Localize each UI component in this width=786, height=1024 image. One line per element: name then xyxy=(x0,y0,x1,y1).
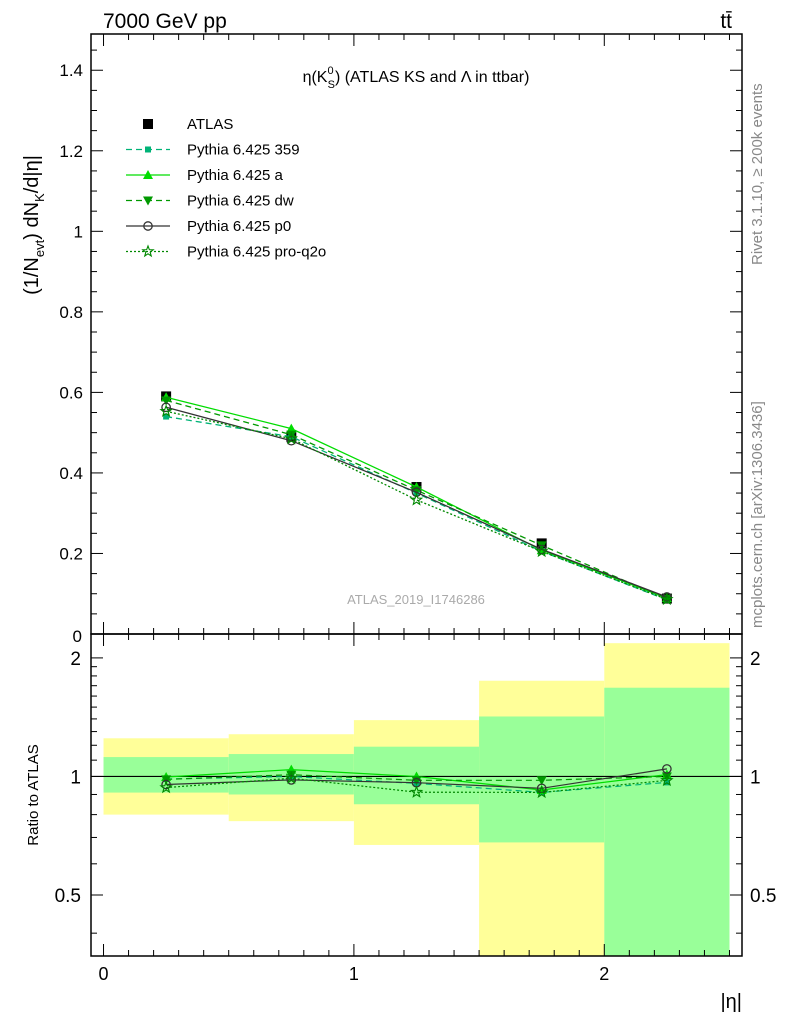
ratio-point-4-1 xyxy=(284,771,299,784)
legend-marker-0 xyxy=(143,119,153,129)
main-point-5-4 xyxy=(660,592,674,606)
main-point-5-2 xyxy=(409,492,424,506)
ratio-point-2-3 xyxy=(536,776,547,786)
ratio-point-4-2 xyxy=(409,785,424,798)
ratio-line-3 xyxy=(166,768,667,789)
legend-marker-5 xyxy=(141,244,155,258)
legend-entry-4: Pythia 6.425 p0 xyxy=(126,218,291,235)
analysis-label: ATLAS_2019_I1746286 xyxy=(347,592,485,607)
main-ylabel: (1/Nevt) dNK/d|η| xyxy=(21,155,47,295)
main-point-5-1 xyxy=(284,431,299,445)
mcplots-label: mcplots.cern.ch [arXiv:1306.3436] xyxy=(749,401,766,628)
legend-entry-5: Pythia 6.425 pro-q2o xyxy=(126,244,326,261)
legend-entry-2: Pythia 6.425 a xyxy=(126,167,284,184)
main-line-5 xyxy=(165,410,668,601)
legend-label-3: Pythia 6.425 dw xyxy=(187,193,294,210)
main-ytick-label-0: 0.2 xyxy=(59,544,83,563)
xtick-label-1: 1 xyxy=(349,964,359,984)
ratio-ytick-label-2: 2 xyxy=(70,649,81,670)
main-point-3-1 xyxy=(286,430,297,440)
plot-title: η(K0 S) (ATLAS KS and Λ in ttbar) xyxy=(303,65,530,91)
ratio-point-4-3 xyxy=(534,785,549,799)
stat-band-4 xyxy=(604,687,730,956)
process-label: tt̄ xyxy=(720,10,732,33)
main-point-2-1 xyxy=(286,423,297,433)
ratio-ytick-label-right-2: 2 xyxy=(750,649,761,670)
ratio-series-3 xyxy=(161,764,672,794)
legend-label-2: Pythia 6.425 a xyxy=(187,167,284,184)
ratio-ytick-label-right-0: 0.5 xyxy=(750,886,776,907)
legend-entry-0: ATLAS xyxy=(143,116,233,133)
legend-label-4: Pythia 6.425 p0 xyxy=(187,218,291,235)
main-point-5-3 xyxy=(534,544,549,558)
legend-marker-4 xyxy=(143,221,153,231)
legend-label-1: Pythia 6.425 359 xyxy=(187,142,300,159)
main-ytick-label-3: 0.8 xyxy=(59,303,83,322)
legend-entry-1: Pythia 6.425 359 xyxy=(126,142,300,159)
main-point-1-0 xyxy=(163,413,170,420)
ratio-ytick-label-0: 0.5 xyxy=(55,886,81,907)
ratio-point-3-1 xyxy=(286,775,297,785)
main-series-1 xyxy=(163,413,670,603)
main-series-5 xyxy=(159,404,674,606)
legend-label-0: ATLAS xyxy=(187,116,233,133)
ratio-ytick-label-1: 1 xyxy=(70,767,81,788)
ratio-series-4 xyxy=(159,771,674,799)
main-ytick-label-4: 1 xyxy=(74,222,83,241)
legend-marker-1 xyxy=(145,146,151,153)
main-point-3-0 xyxy=(161,396,172,406)
ratio-point-4-4 xyxy=(660,773,674,787)
energy-label: 7000 GeV pp xyxy=(103,10,227,33)
ratio-point-2-4 xyxy=(661,772,672,782)
ratio-point-4-0 xyxy=(159,780,173,794)
ratio-ylabel: Ratio to ATLAS xyxy=(25,744,42,845)
legend-entry-3: Pythia 6.425 dw xyxy=(126,193,294,210)
ratio-plot-frame xyxy=(90,633,743,957)
main-point-5-0 xyxy=(159,404,173,418)
ratio-point-3-4 xyxy=(662,764,672,774)
main-series-2 xyxy=(161,392,672,603)
legend-marker-3 xyxy=(143,196,153,206)
main-ytick-label-6: 1.4 xyxy=(59,61,83,80)
ratio-point-3-0 xyxy=(161,779,171,790)
ratio-ytick-label-right-1: 1 xyxy=(750,767,761,788)
main-ytick-label-1: 0.4 xyxy=(59,464,83,483)
main-line-1 xyxy=(165,415,668,601)
main-ytick-label-5: 1.2 xyxy=(59,142,83,161)
xlabel: |η| xyxy=(720,991,742,1013)
ytick-zero: 0 xyxy=(73,627,82,646)
xtick-label-2: 2 xyxy=(599,964,609,984)
rivet-label: Rivet 3.1.10, ≥ 200k events xyxy=(749,83,766,265)
main-point-4-2 xyxy=(411,487,422,498)
legend-label-5: Pythia 6.425 pro-q2o xyxy=(187,244,326,261)
xtick-label-0: 0 xyxy=(99,964,109,984)
ratio-point-2-2 xyxy=(411,776,422,786)
legend-marker-2 xyxy=(143,170,153,179)
main-ytick-label-2: 0.6 xyxy=(59,383,83,402)
